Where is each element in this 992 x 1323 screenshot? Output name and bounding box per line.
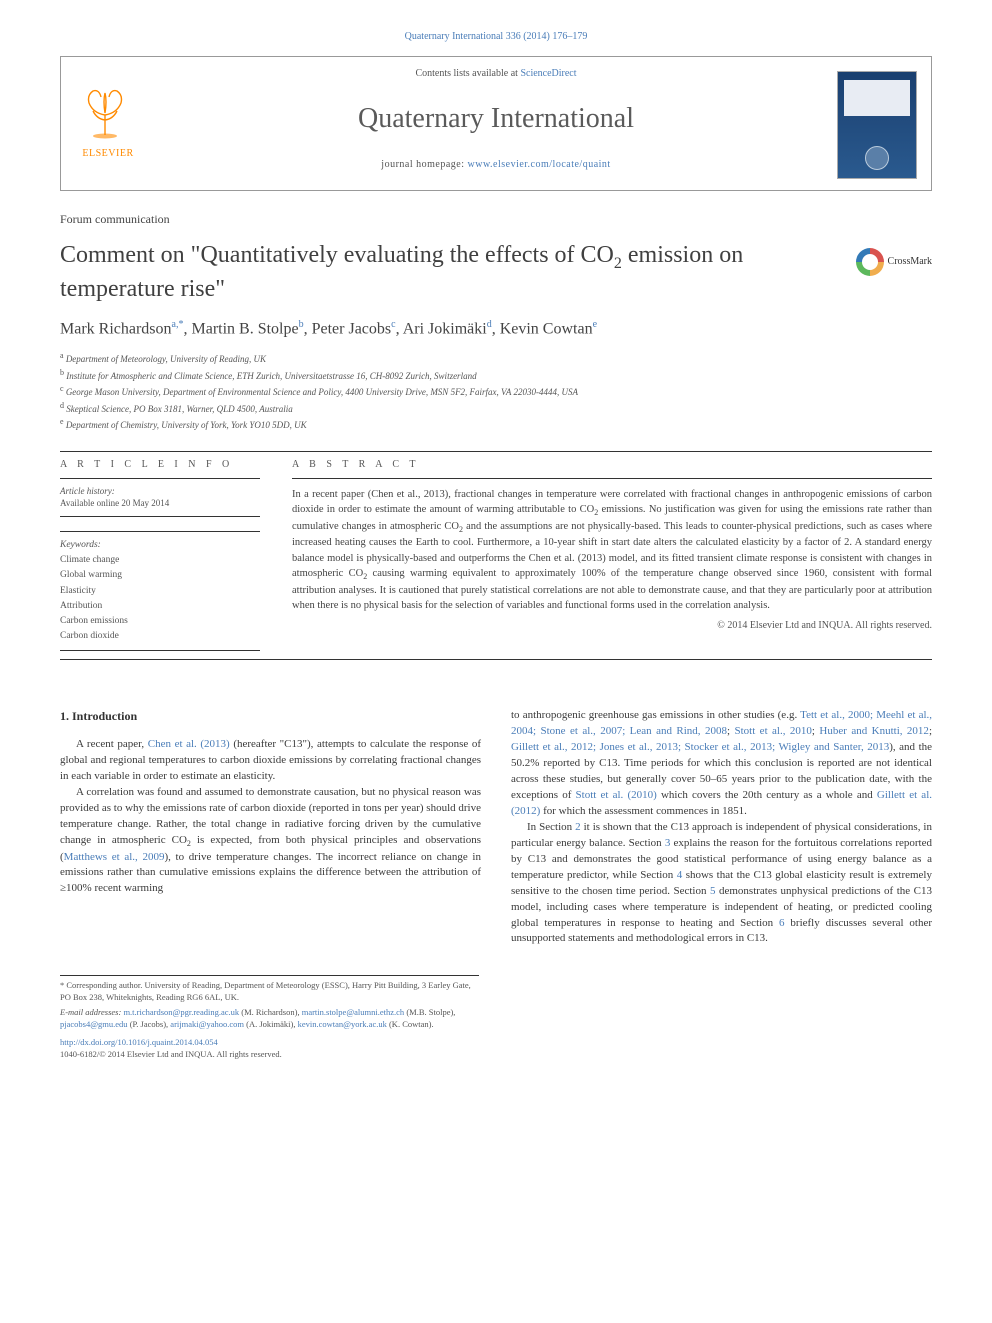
abstract-text: In a recent paper (Chen et al., 2013), f… [292, 478, 932, 613]
author-4: Ari Jokimäki [403, 320, 487, 337]
homepage-line: journal homepage: www.elsevier.com/locat… [61, 158, 931, 172]
section-heading-intro: 1. Introduction [60, 708, 481, 725]
crossmark-icon [856, 248, 884, 276]
affil-e: Department of Chemistry, University of Y… [66, 420, 307, 430]
keyword-6: Carbon dioxide [60, 629, 260, 644]
ref-matthews-2009[interactable]: Matthews et al., 2009 [64, 851, 165, 863]
doi-line: http://dx.doi.org/10.1016/j.quaint.2014.… [60, 1037, 479, 1049]
abstract-label: A B S T R A C T [292, 458, 932, 472]
affil-d: Skeptical Science, PO Box 3181, Warner, … [66, 404, 292, 414]
p3d: ; [929, 725, 932, 737]
en1: (M. Richardson), [239, 1007, 302, 1017]
body-paragraph: A correlation was found and assumed to d… [60, 785, 481, 897]
email-1[interactable]: m.t.richardson@pgr.reading.ac.uk [123, 1007, 239, 1017]
en5: (K. Cowtan). [387, 1019, 434, 1029]
affiliations: a Department of Meteorology, University … [60, 350, 932, 433]
issn-line: 1040-6182/© 2014 Elsevier Ltd and INQUA.… [60, 1049, 479, 1061]
publisher-label: ELSEVIER [75, 147, 141, 161]
homepage-pre-text: journal homepage: [381, 159, 467, 170]
body-paragraph: to anthropogenic greenhouse gas emission… [511, 708, 932, 820]
footnotes: * Corresponding author. University of Re… [60, 975, 479, 1031]
elsevier-logo: ELSEVIER [75, 85, 141, 165]
body-paragraph: In Section 2 it is shown that the C13 ap… [511, 820, 932, 948]
abs-t4: causing warming equivalent to approximat… [292, 568, 932, 611]
history-label: Article history: [60, 485, 260, 498]
email-label: E-mail addresses: [60, 1007, 123, 1017]
email-3[interactable]: pjacobs4@gmu.edu [60, 1019, 128, 1029]
p3f: which covers the 20th century as a whole… [657, 789, 877, 801]
p3g: for which the assessment commences in 18… [540, 805, 747, 817]
article-title: Comment on "Quantitatively evaluating th… [60, 240, 840, 304]
corresponding-author: * Corresponding author. University of Re… [60, 980, 479, 1004]
keyword-5: Carbon emissions [60, 614, 260, 629]
author-2: Martin B. Stolpe [191, 320, 298, 337]
article-history: Article history: Available online 20 May… [60, 478, 260, 517]
email-2[interactable]: martin.stolpe@alumni.ethz.ch [302, 1007, 404, 1017]
title-sub: 2 [614, 255, 622, 272]
contents-lists-line: Contents lists available at ScienceDirec… [61, 57, 931, 81]
keyword-4: Attribution [60, 599, 260, 614]
article-info-col: A R T I C L E I N F O Article history: A… [60, 458, 260, 652]
contents-pre-text: Contents lists available at [415, 68, 520, 79]
journal-header: ELSEVIER Contents lists available at Sci… [60, 56, 932, 191]
journal-name: Quaternary International [61, 99, 931, 138]
article-info-label: A R T I C L E I N F O [60, 458, 260, 472]
article-type: Forum communication [60, 211, 932, 228]
crossmark-label: CrossMark [888, 255, 932, 269]
body-column-left: 1. Introduction A recent paper, Chen et … [60, 708, 481, 947]
history-text: Available online 20 May 2014 [60, 497, 260, 510]
sciencedirect-link[interactable]: ScienceDirect [520, 68, 576, 79]
ref-chen-2013[interactable]: Chen et al. (2013) [148, 738, 230, 750]
authors-line: Mark Richardsona,*, Martin B. Stolpeb, P… [60, 318, 932, 341]
ref-stott-2010[interactable]: Stott et al., 2010 [734, 725, 811, 737]
email-4[interactable]: arijmaki@yahoo.com [170, 1019, 244, 1029]
ref-stott-link[interactable]: Stott et al. (2010) [576, 789, 657, 801]
keyword-2: Global warming [60, 568, 260, 583]
author-5: Kevin Cowtan [500, 320, 593, 337]
keyword-1: Climate change [60, 553, 260, 568]
author-3-sup: c [391, 319, 395, 330]
keywords-label: Keywords: [60, 538, 260, 553]
divider [60, 659, 932, 660]
author-5-sup: e [593, 319, 597, 330]
homepage-link[interactable]: www.elsevier.com/locate/quaint [468, 159, 611, 170]
abstract-col: A B S T R A C T In a recent paper (Chen … [292, 458, 932, 652]
body-paragraph: A recent paper, Chen et al. (2013) (here… [60, 737, 481, 785]
affil-a: Department of Meteorology, University of… [66, 354, 266, 364]
ref-huber-2012[interactable]: Huber and Knutti, 2012 [819, 725, 929, 737]
author-3: Peter Jacobs [312, 320, 392, 337]
journal-cover-thumbnail [837, 71, 917, 179]
citation-line: Quaternary International 336 (2014) 176–… [60, 30, 932, 44]
keywords-block: Keywords: Climate change Global warming … [60, 531, 260, 651]
email-5[interactable]: kevin.cowtan@york.ac.uk [298, 1019, 387, 1029]
doi-link[interactable]: http://dx.doi.org/10.1016/j.quaint.2014.… [60, 1037, 218, 1047]
affil-b: Institute for Atmospheric and Climate Sc… [66, 371, 476, 381]
elsevier-tree-icon [75, 85, 135, 140]
divider [60, 451, 932, 452]
crossmark-badge[interactable]: CrossMark [856, 248, 932, 276]
author-1-sup: a,* [172, 319, 184, 330]
abstract-copyright: © 2014 Elsevier Ltd and INQUA. All right… [292, 619, 932, 633]
affil-c: George Mason University, Department of E… [66, 387, 578, 397]
keyword-3: Elasticity [60, 584, 260, 599]
body-column-right: to anthropogenic greenhouse gas emission… [511, 708, 932, 947]
p1a: A recent paper, [76, 738, 148, 750]
p3a: to anthropogenic greenhouse gas emission… [511, 709, 800, 721]
title-pre: Comment on "Quantitatively evaluating th… [60, 242, 614, 268]
p4a: In Section [527, 821, 575, 833]
en4: (A. Jokimäki), [244, 1019, 298, 1029]
en2: (M.B. Stolpe), [404, 1007, 455, 1017]
author-4-sup: d [487, 319, 492, 330]
author-1: Mark Richardson [60, 320, 172, 337]
body-columns: 1. Introduction A recent paper, Chen et … [60, 708, 932, 947]
ref-multi-2[interactable]: Gillett et al., 2012; Jones et al., 2013… [511, 741, 889, 753]
en3: (P. Jacobs), [128, 1019, 171, 1029]
author-2-sup: b [299, 319, 304, 330]
